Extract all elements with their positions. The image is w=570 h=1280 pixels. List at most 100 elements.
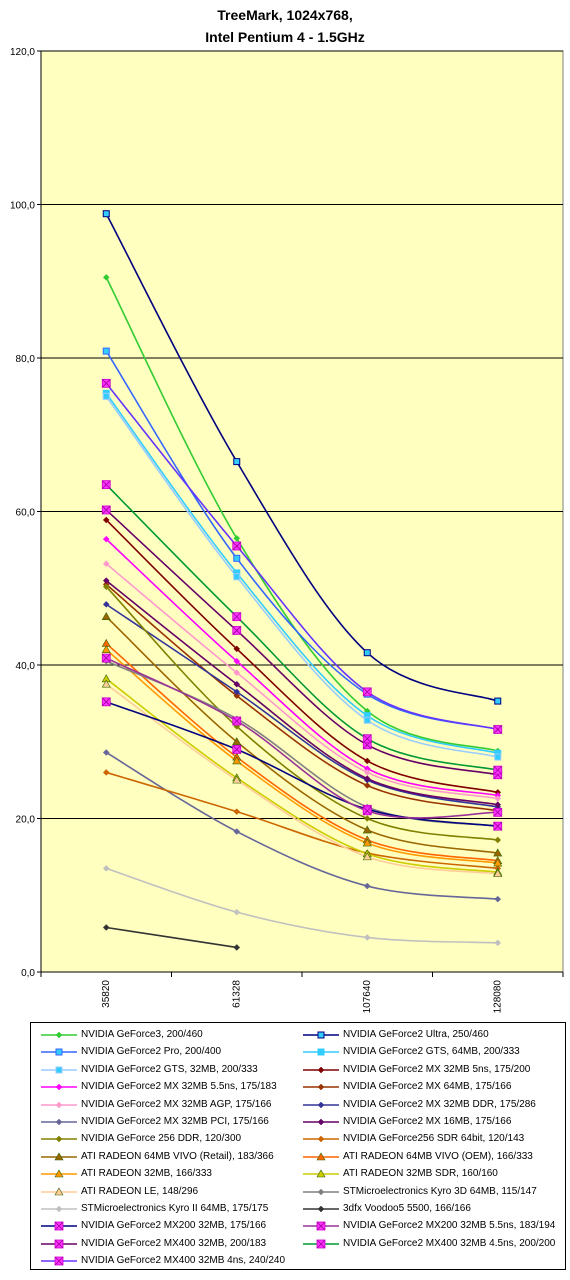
- data-point: [233, 669, 241, 677]
- data-point: [232, 745, 242, 754]
- legend-label: STMicroelectronics Kyro II 64MB, 175/175: [81, 1203, 269, 1214]
- x-tick-label: 35820: [101, 980, 112, 1008]
- data-point: [101, 480, 111, 490]
- legend-label: ATI RADEON 32MB, 166/333: [81, 1168, 212, 1180]
- data-point: [102, 274, 110, 281]
- legend-label: NVIDIA GeForce2 MX 32MB DDR, 175/286: [343, 1098, 536, 1110]
- data-point: [233, 944, 241, 951]
- series-line: [106, 771, 498, 870]
- legend-swatch: [303, 1221, 339, 1231]
- legend-swatch: [303, 1101, 339, 1108]
- legend-swatch: [303, 1239, 339, 1249]
- data-point: [102, 865, 110, 872]
- legend-swatch: [41, 1205, 77, 1213]
- data-point: [494, 895, 502, 903]
- series-lines: [105, 213, 499, 949]
- data-point: [102, 749, 110, 756]
- legend-label: ATI RADEON 64MB VIVO (OEM), 166/333: [343, 1150, 533, 1162]
- data-point: [493, 821, 503, 831]
- legend-swatch: [41, 1083, 77, 1091]
- data-point: [233, 573, 241, 581]
- legend-label: NVIDIA GeForce2 MX 16MB, 175/166: [343, 1116, 512, 1127]
- series-line: [105, 538, 498, 797]
- data-point: [101, 653, 111, 663]
- data-point: [362, 734, 372, 744]
- marker-cross: [232, 626, 242, 635]
- data-point: [102, 392, 110, 400]
- marker-cross: [362, 806, 372, 816]
- legend-swatch: [41, 1048, 77, 1056]
- legend-marker: [55, 1031, 63, 1039]
- marker-cross: [101, 505, 111, 515]
- legend-marker: [317, 1031, 325, 1039]
- marker-cross: [493, 765, 503, 775]
- legend-swatch: [41, 1101, 77, 1108]
- marker-cross: [493, 821, 503, 831]
- data-point: [493, 858, 503, 867]
- series-line: [105, 603, 498, 808]
- marker-cross: [54, 1256, 64, 1266]
- legend-marker: [55, 1066, 63, 1074]
- x-tick-label: 128080: [492, 980, 503, 1014]
- marker-cross: [232, 612, 242, 621]
- data-point: [232, 541, 242, 551]
- marker-cross: [493, 808, 503, 817]
- data-point: [363, 649, 371, 657]
- data-point: [232, 775, 242, 784]
- legend-label: NVIDIA GeForce2 Ultra, 250/460: [343, 1029, 489, 1040]
- data-point: [233, 554, 241, 562]
- data-point: [232, 716, 242, 726]
- data-point: [102, 924, 110, 931]
- legend-marker: [54, 1169, 64, 1178]
- marker-cross: [54, 1239, 64, 1249]
- data-point: [233, 657, 241, 665]
- legend-marker: [317, 1083, 325, 1091]
- data-point: [362, 687, 372, 697]
- marker-cross: [362, 687, 372, 697]
- data-point: [363, 934, 371, 941]
- data-point: [363, 716, 371, 724]
- legend-label: NVIDIA GeForce2 MX 32MB AGP, 175/166: [81, 1098, 272, 1110]
- data-point: [493, 725, 503, 734]
- y-tick-label: 20,0: [16, 815, 36, 826]
- data-point: [102, 769, 110, 776]
- data-point: [493, 765, 503, 775]
- legend-swatch: [41, 1152, 77, 1161]
- data-point: [362, 806, 372, 816]
- chart-title: TreeMark, 1024x768, Intel Pentium 4 - 1.…: [0, 4, 570, 48]
- legend-swatch: [303, 1152, 339, 1161]
- legend-label: NVIDIA GeForce2 MX400 32MB, 200/183: [81, 1237, 267, 1249]
- series-line: [105, 701, 498, 827]
- legend-label: NVIDIA GeForce2 GTS, 32MB, 200/333: [81, 1063, 258, 1075]
- data-point: [362, 838, 372, 847]
- legend-swatch: [303, 1169, 339, 1178]
- data-point: [101, 697, 111, 707]
- legend-swatch: [41, 1186, 77, 1195]
- data-point: [363, 757, 371, 765]
- data-point: [232, 737, 242, 746]
- series-line: [105, 683, 498, 875]
- legend-label: NVIDIA GeForce2 MX200 32MB 5.5ns, 183/19…: [343, 1220, 556, 1232]
- data-point: [232, 756, 242, 765]
- series-line: [105, 519, 498, 794]
- legend-marker: [316, 1169, 326, 1178]
- legend-marker: [316, 1221, 326, 1231]
- x-tick-label: 107640: [362, 980, 373, 1014]
- data-point: [493, 848, 503, 857]
- marker-cross: [232, 541, 242, 551]
- data-point: [232, 612, 242, 622]
- data-point: [101, 505, 111, 515]
- y-tick-label: 120,0: [10, 47, 35, 58]
- legend-marker: [54, 1152, 64, 1161]
- legend-swatch: [41, 1136, 77, 1143]
- series-line: [105, 657, 498, 819]
- data-point: [362, 825, 372, 834]
- legend-swatch: [41, 1031, 77, 1039]
- series-line: [105, 867, 498, 944]
- series-line: [106, 926, 237, 949]
- marker-cross: [493, 725, 503, 734]
- x-tick-label: 61328: [231, 980, 242, 1008]
- data-point: [494, 836, 502, 844]
- marker-cross: [232, 745, 242, 754]
- marker-cross: [362, 734, 372, 743]
